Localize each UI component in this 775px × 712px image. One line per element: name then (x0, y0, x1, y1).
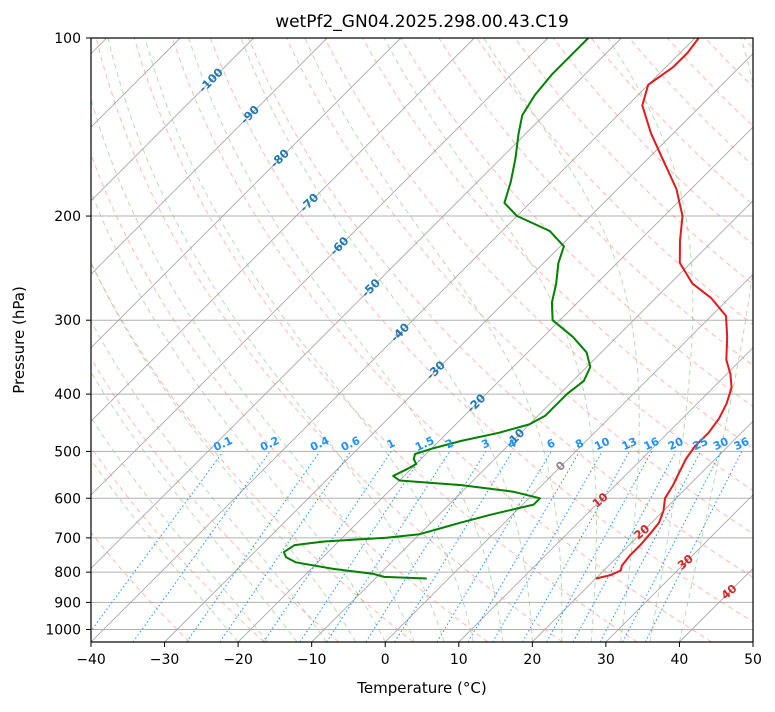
dry-adiabat-line (20, 38, 414, 642)
y-tick-label: 600 (54, 491, 81, 507)
x-tick-label: 10 (450, 652, 468, 668)
y-tick-label: 300 (54, 313, 81, 329)
x-tick-label: 0 (381, 652, 390, 668)
isotherm-label: -80 (267, 146, 292, 171)
y-tick-label: 200 (54, 209, 81, 225)
moist-adiabat-line (236, 25, 532, 642)
isotherm-line (0, 38, 401, 642)
mixing-ratio-label: 1 (385, 436, 397, 451)
dry-adiabat-line (0, 38, 339, 642)
dry-adiabat-line (553, 38, 775, 642)
mixing-ratio-label: 2 (443, 436, 455, 451)
x-tick-label: −30 (150, 652, 180, 668)
dry-adiabat-line (0, 38, 264, 642)
plot-background-lines (0, 25, 775, 642)
moist-adiabat-line (46, 25, 385, 642)
y-tick-label: 700 (54, 531, 81, 547)
isotherm-label: -90 (237, 102, 262, 127)
mixing-ratio-line (547, 451, 652, 642)
mixing-ratio-label: 10 (592, 435, 612, 453)
x-tick-label: 50 (744, 652, 762, 668)
isotherm-line (532, 38, 775, 642)
moist-adiabat-line (0, 25, 238, 642)
y-tick-label: 1000 (45, 622, 81, 638)
temperature-line (596, 38, 732, 579)
x-tick-label: −10 (297, 652, 327, 668)
dry-adiabat-line (515, 38, 775, 642)
dry-adiabat-line (705, 38, 775, 642)
dry-adiabat-line (667, 38, 775, 642)
dry-adiabat-label: 10 (589, 489, 610, 510)
isotherm-label: -30 (423, 358, 448, 383)
isotherm-label: -60 (327, 234, 352, 259)
mixing-ratio-label: 16 (642, 435, 662, 453)
dry-adiabat-line (439, 38, 775, 642)
mixing-ratio-line (523, 451, 630, 642)
x-axis-label: Temperature (°C) (356, 679, 486, 697)
mixing-ratio-line (133, 451, 270, 642)
isotherm-line (0, 38, 254, 642)
mixing-ratio-line (645, 451, 742, 642)
dry-adiabat-line (210, 38, 775, 642)
isotherm-line (17, 38, 621, 642)
mixing-ratio-line (327, 451, 450, 642)
mixing-ratio-label: 30 (711, 435, 731, 453)
moist-adiabat-line (377, 25, 596, 642)
mixing-ratio-line (264, 451, 392, 642)
mixing-ratio-label: 36 (732, 435, 752, 453)
dry-adiabat-line (172, 38, 712, 642)
isotherm-line (753, 38, 775, 642)
isotherm-line (0, 38, 548, 642)
dry-adiabat-line (591, 38, 775, 642)
x-tick-label: −40 (76, 652, 106, 668)
dry-adiabat-line (58, 38, 488, 642)
isotherm-label: -70 (297, 190, 322, 215)
moist-adiabat-line (22, 25, 356, 642)
isotherm-label: -20 (464, 391, 489, 416)
dry-adiabat-line (743, 38, 775, 642)
isotherm-zero-label: 0 (553, 458, 569, 474)
y-tick-label: 400 (54, 387, 81, 403)
mixing-ratio-label: 25 (691, 435, 710, 453)
x-tick-label: −20 (223, 652, 253, 668)
mixing-ratio-line (83, 451, 223, 642)
dewpoint-line (284, 38, 590, 579)
moist-adiabat-line (0, 25, 267, 642)
y-tick-label: 800 (54, 565, 81, 581)
moist-adiabat-line (679, 25, 760, 642)
y-tick-label: 500 (54, 444, 81, 460)
chart-title: wetPf2_GN04.2025.298.00.43.C19 (275, 12, 569, 32)
mixing-ratio-label: 6 (545, 436, 558, 451)
x-tick-label: 20 (523, 652, 541, 668)
x-tick-label: 40 (671, 652, 689, 668)
moist-adiabat-line (185, 25, 503, 642)
x-tick-label: 30 (597, 652, 615, 668)
y-axis-label: Pressure (hPa) (10, 286, 28, 394)
y-tick-label: 100 (54, 31, 81, 47)
isotherm-line (385, 38, 775, 642)
mixing-ratio-line (366, 451, 486, 642)
isotherm-label: -40 (388, 320, 413, 345)
isotherm-line (165, 38, 769, 642)
plot-frame (91, 38, 753, 642)
isotherm-label: -100 (196, 65, 226, 95)
mixing-ratio-label: 3 (479, 436, 491, 451)
y-tick-label: 900 (54, 595, 81, 611)
